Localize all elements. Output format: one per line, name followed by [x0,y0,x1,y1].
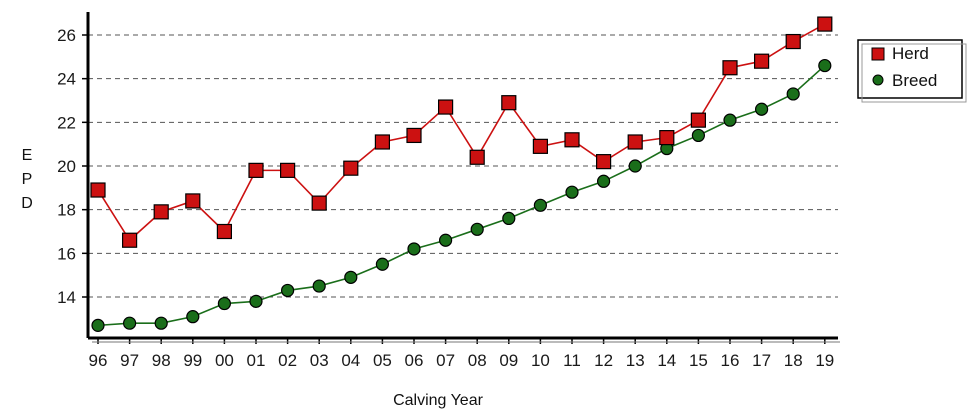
breed-point [375,257,389,271]
breed-point [344,270,358,284]
x-tick-label: 99 [183,351,202,370]
herd-point [280,162,296,178]
x-tick-label: 00 [215,351,234,370]
x-tick-label: 12 [594,351,613,370]
herd-point [690,112,707,128]
herd-point [374,134,390,150]
herd-point [469,149,485,165]
x-axis-label: Calving Year [393,392,484,409]
x-axis-ticks: 96 97 98 99 00 01 02 03 04 05 06 07 08 09 10 11 12 13 14 15… [89,338,834,370]
x-tick-label: 03 [310,351,329,370]
breed-point [754,102,769,116]
legend-shadow [861,43,967,103]
herd-point [90,182,106,198]
x-tick-label: 14 [657,351,676,370]
herd-point [185,193,201,209]
herd-point [564,132,580,148]
x-tick-label: 97 [120,351,139,370]
x-tick-label: 19 [815,351,834,370]
herd-point [722,60,738,76]
legend-breed-marker [872,74,884,86]
x-tick-label: 04 [341,351,360,370]
breed-point [596,174,611,188]
x-tick-label: 09 [499,351,518,370]
breed-point [533,198,548,212]
legend-herd-label: Herd [892,44,929,63]
herd-point [248,162,264,178]
herd-point [659,130,675,146]
herd-point [532,138,549,154]
y-tick-label: 22 [57,113,76,132]
herd-point [216,223,232,240]
x-tick-label: 98 [152,351,171,370]
breed-point [786,87,800,101]
herd-point [153,204,169,220]
breed-point [407,242,421,256]
series-line-herd [97,23,826,242]
breed-point [691,128,706,143]
y-tick-label: 20 [57,157,76,176]
breed-point [123,316,137,330]
herd-point [121,232,138,248]
breed-point [217,296,231,311]
y-tick-label: 18 [57,201,76,220]
herd-point [438,99,454,115]
x-tick-label: 11 [563,351,581,370]
herd-point [817,16,833,32]
legend: Herd Breed [857,39,967,103]
legend-herd-marker [871,47,885,61]
breed-point [312,279,326,293]
x-tick-label: 07 [436,351,455,370]
herd-point [753,53,770,69]
herd-point [343,160,359,176]
herd-point [785,33,801,50]
herd-point [501,95,517,111]
breed-point [281,283,295,298]
breed-point [439,233,453,247]
y-axis-label-letter: D [21,195,33,212]
herd-point [595,154,612,170]
herd-point [627,134,643,150]
x-tick-label: 16 [721,351,740,370]
x-tick-label: 15 [689,351,708,370]
y-axis-label-letter: E [22,147,33,164]
y-tick-label: 16 [57,244,76,263]
breed-point [91,318,105,332]
x-tick-label: 02 [278,351,297,370]
series-line-breed [97,64,826,327]
x-tick-label: 17 [752,351,771,370]
breed-point [818,58,832,73]
y-tick-label: 14 [57,288,76,307]
x-tick-label: 18 [784,351,803,370]
x-tick-label: 96 [89,351,108,370]
x-tick-label: 13 [626,351,645,370]
x-tick-label: 06 [405,351,424,370]
breed-point [249,294,263,308]
x-tick-label: 01 [247,351,266,370]
breed-point [154,316,168,330]
herd-point [311,195,327,211]
y-axis-label-letter: P [22,171,33,188]
y-tick-label: 26 [57,26,76,45]
herd-point [406,127,422,144]
breed-point [502,211,516,225]
breed-point [470,222,484,236]
breed-point [565,185,579,199]
x-tick-label: 10 [531,351,550,370]
legend-breed-label: Breed [892,71,937,90]
x-tick-label: 08 [468,351,487,370]
breed-point [186,310,200,324]
gridlines [88,34,838,298]
series-layer [90,16,833,332]
x-tick-label: 05 [373,351,392,370]
y-tick-label: 24 [57,70,76,89]
breed-point [628,159,642,173]
y-axis-ticks: 14 16 18 20 22 24 26 [57,26,88,307]
breed-point [723,113,737,127]
